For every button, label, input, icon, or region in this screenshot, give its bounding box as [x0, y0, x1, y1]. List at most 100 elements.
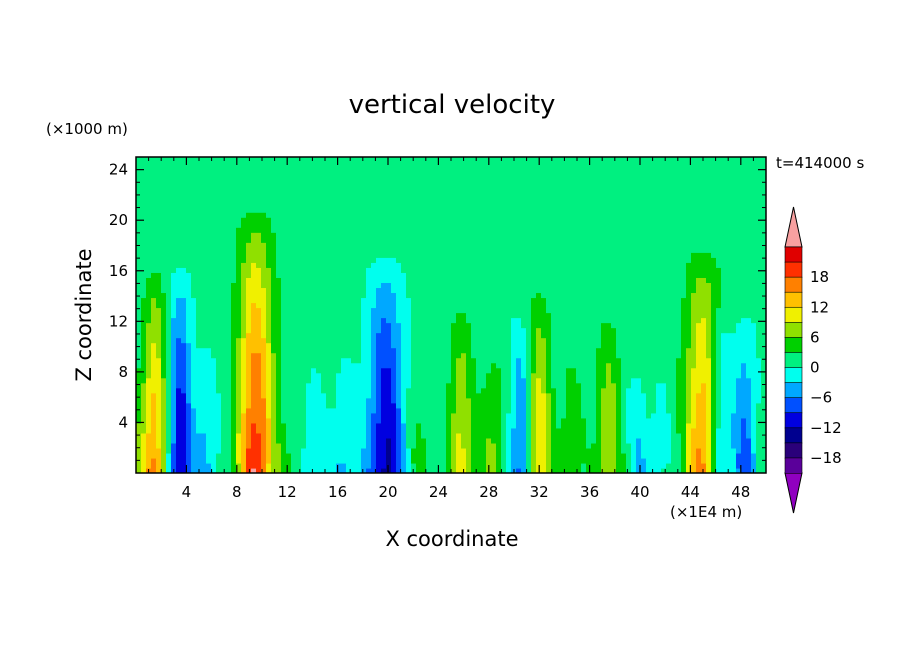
- field-cell: [486, 197, 492, 203]
- field-cell: [146, 222, 152, 228]
- field-cell: [306, 342, 312, 349]
- field-cell: [271, 412, 277, 419]
- field-cell: [326, 307, 332, 314]
- field-cell: [506, 342, 512, 349]
- field-cell: [411, 322, 417, 329]
- field-cell: [171, 357, 177, 364]
- field-cell: [211, 232, 217, 238]
- field-cell: [486, 342, 492, 349]
- field-cell: [496, 237, 502, 243]
- field-cell: [501, 267, 507, 273]
- field-cell: [456, 212, 462, 218]
- field-cell: [221, 252, 227, 258]
- field-cell: [286, 212, 292, 218]
- field-cell: [361, 257, 367, 263]
- field-cell: [281, 432, 287, 439]
- field-cell: [206, 192, 212, 198]
- field-cell: [461, 197, 467, 203]
- field-cell: [521, 377, 527, 384]
- field-cell: [496, 257, 502, 263]
- field-cell: [356, 272, 362, 278]
- field-cell: [356, 382, 362, 389]
- field-cell: [311, 287, 317, 294]
- field-cell: [171, 222, 177, 228]
- field-cell: [136, 212, 142, 218]
- field-cell: [481, 387, 487, 394]
- field-cell: [356, 202, 362, 208]
- field-cell: [461, 432, 467, 439]
- field-cell: [191, 347, 197, 354]
- field-cell: [416, 187, 422, 193]
- field-cell: [521, 302, 527, 309]
- field-cell: [246, 227, 252, 233]
- field-cell: [456, 452, 462, 459]
- field-cell: [286, 217, 292, 223]
- field-cell: [211, 167, 217, 173]
- field-cell: [381, 457, 387, 464]
- field-cell: [446, 222, 452, 228]
- field-cell: [441, 322, 447, 329]
- field-cell: [426, 437, 432, 444]
- field-cell: [141, 247, 147, 253]
- field-cell: [521, 292, 527, 299]
- field-cell: [496, 462, 502, 469]
- field-cell: [271, 377, 277, 384]
- field-cell: [291, 217, 297, 223]
- field-cell: [351, 262, 357, 268]
- field-cell: [306, 327, 312, 334]
- field-cell: [326, 317, 332, 324]
- field-cell: [441, 462, 447, 469]
- field-cell: [291, 257, 297, 263]
- field-cell: [241, 257, 247, 263]
- field-cell: [421, 382, 427, 389]
- field-cell: [196, 462, 202, 469]
- field-cell: [396, 382, 402, 389]
- field-cell: [371, 282, 377, 289]
- field-cell: [336, 162, 342, 168]
- field-cell: [306, 292, 312, 299]
- field-cell: [466, 267, 472, 273]
- field-cell: [161, 382, 167, 389]
- field-cell: [466, 442, 472, 449]
- field-cell: [231, 452, 237, 459]
- field-cell: [531, 447, 537, 454]
- field-cell: [491, 182, 497, 188]
- field-cell: [201, 192, 207, 198]
- field-cell: [331, 252, 337, 258]
- field-cell: [501, 342, 507, 349]
- field-cell: [456, 437, 462, 444]
- field-cell: [461, 202, 467, 208]
- field-cell: [521, 192, 527, 198]
- field-cell: [486, 352, 492, 359]
- field-cell: [391, 327, 397, 334]
- field-cell: [526, 192, 532, 198]
- field-cell: [171, 397, 177, 404]
- field-cell: [266, 282, 272, 289]
- field-cell: [341, 322, 347, 329]
- field-cell: [266, 252, 272, 258]
- field-cell: [301, 467, 307, 473]
- field-cell: [396, 202, 402, 208]
- field-cell: [201, 212, 207, 218]
- field-cell: [456, 287, 462, 294]
- field-cell: [506, 167, 512, 173]
- field-cell: [511, 222, 517, 228]
- field-cell: [201, 382, 207, 389]
- field-cell: [161, 327, 167, 334]
- field-cell: [331, 457, 337, 464]
- field-cell: [446, 292, 452, 299]
- field-cell: [261, 397, 267, 404]
- field-cell: [416, 177, 422, 183]
- field-cell: [436, 457, 442, 464]
- field-cell: [361, 312, 367, 319]
- field-cell: [221, 392, 227, 399]
- field-cell: [366, 212, 372, 218]
- field-cell: [361, 162, 367, 168]
- field-cell: [321, 362, 327, 369]
- field-cell: [211, 282, 217, 289]
- field-cell: [356, 212, 362, 218]
- field-cell: [416, 397, 422, 404]
- field-cell: [511, 267, 517, 273]
- field-cell: [341, 157, 347, 163]
- field-cell: [151, 347, 157, 354]
